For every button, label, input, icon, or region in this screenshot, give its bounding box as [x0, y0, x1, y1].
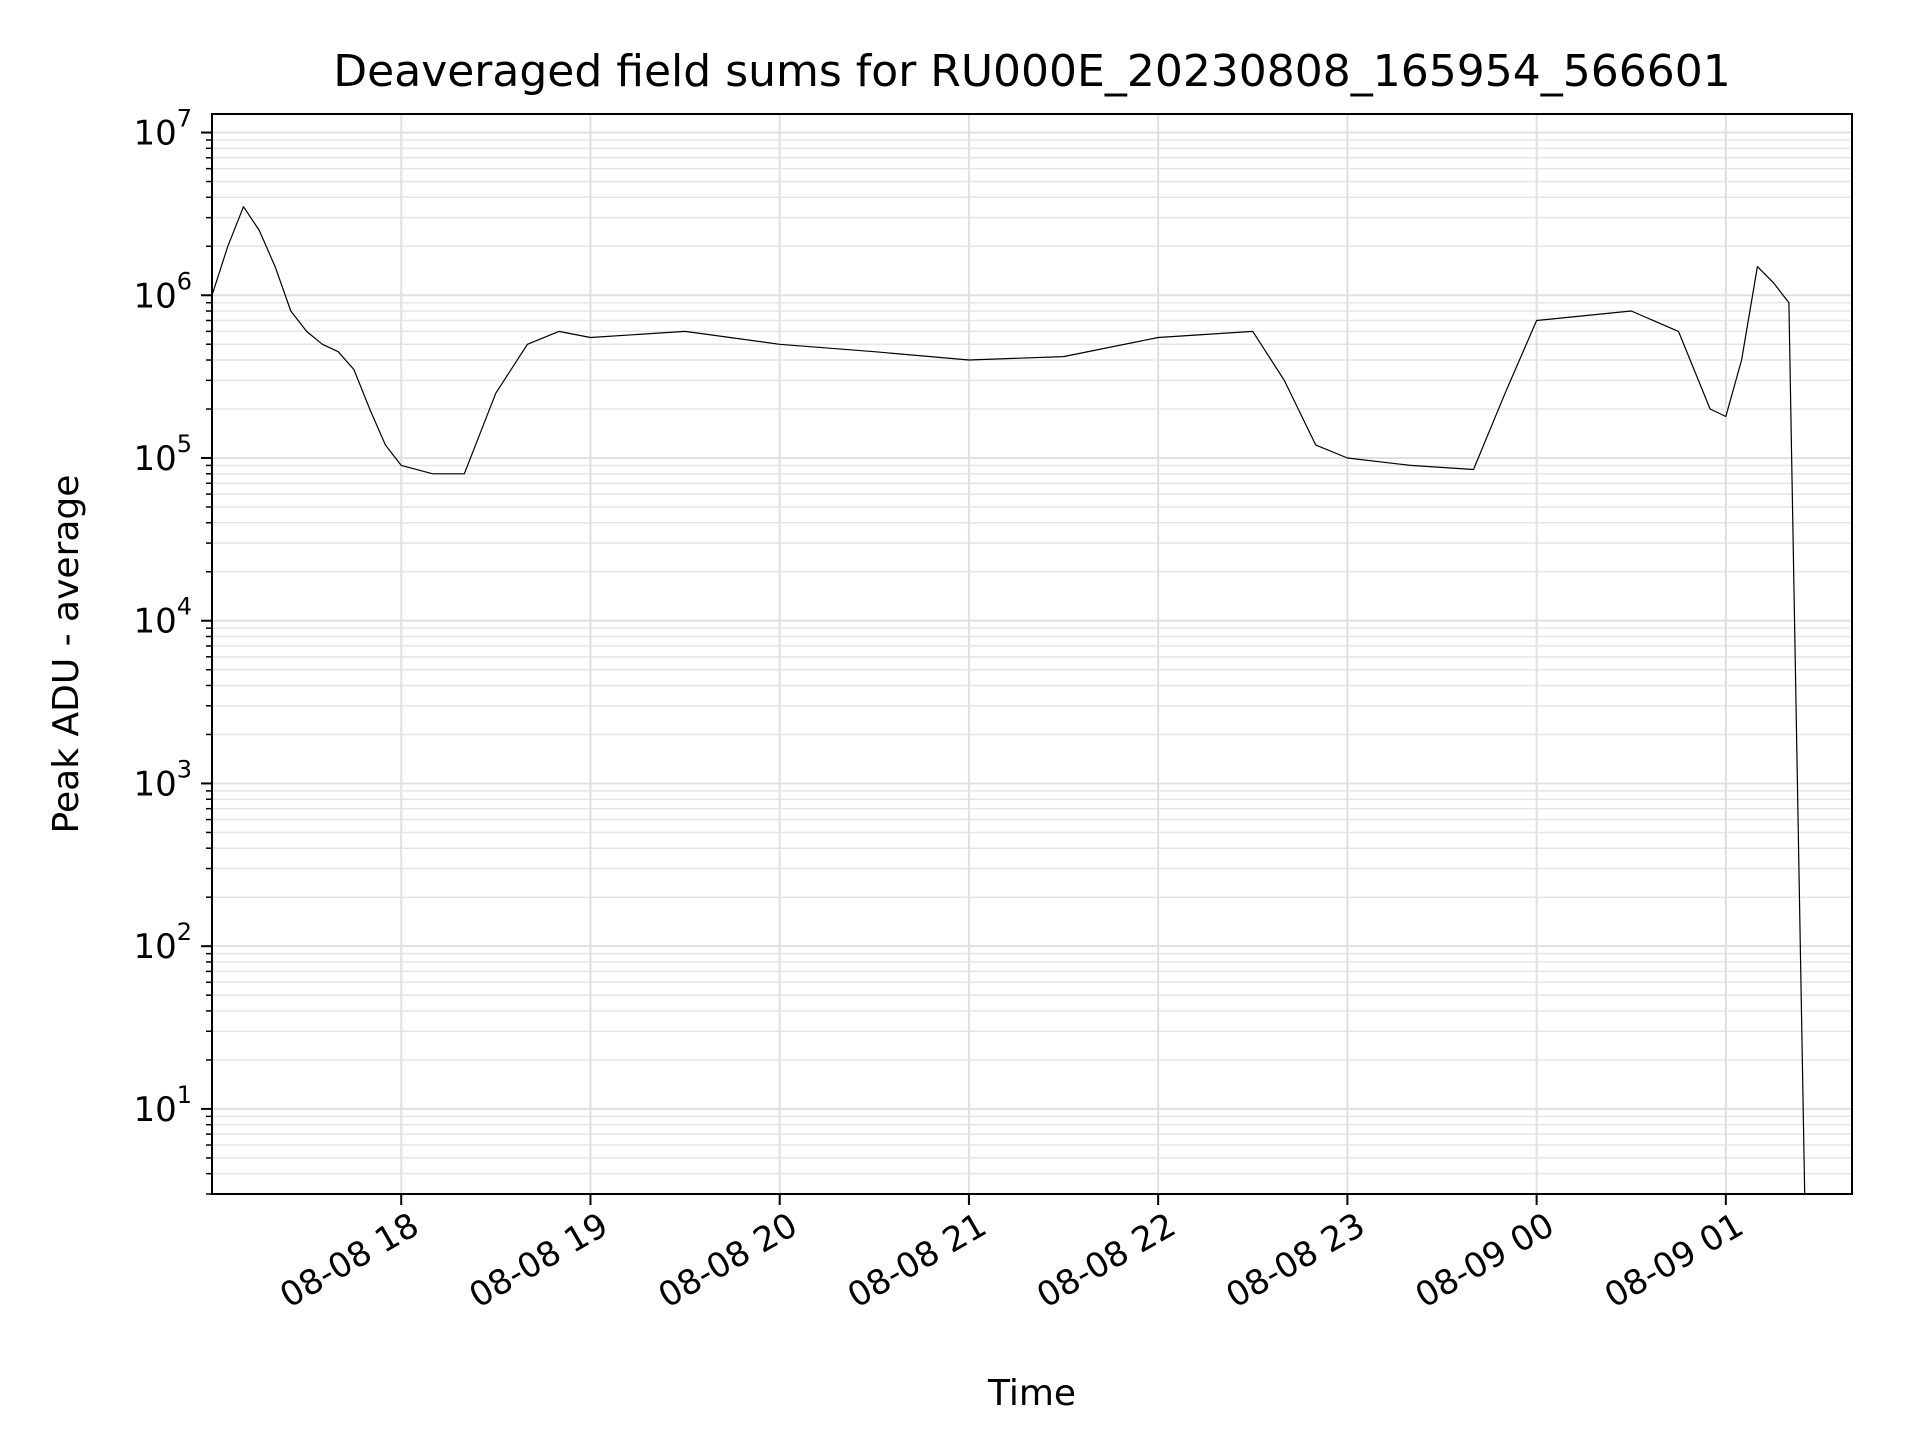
y-tick-label: 105: [133, 430, 192, 479]
y-tick-label: 101: [133, 1081, 192, 1130]
y-tick-label: 104: [133, 593, 192, 642]
x-axis-label: Time: [987, 1373, 1076, 1414]
y-axis-ticks: 101 102 103 104 105 106 107: [133, 105, 212, 1195]
series-line: [211, 206, 1806, 1195]
y-tick-label: 102: [133, 918, 192, 967]
series-layer: [211, 206, 1806, 1195]
y-tick-label: 106: [133, 267, 192, 316]
y-tick-label: 103: [133, 755, 192, 804]
plot-frame: [211, 113, 1853, 1195]
y-tick-label: 107: [133, 105, 192, 154]
grid-lines: [212, 114, 1852, 1195]
y-axis-label: Peak ADU - average: [46, 475, 87, 834]
chart-title: Deaveraged field sums for RU000E_2023080…: [333, 46, 1730, 97]
